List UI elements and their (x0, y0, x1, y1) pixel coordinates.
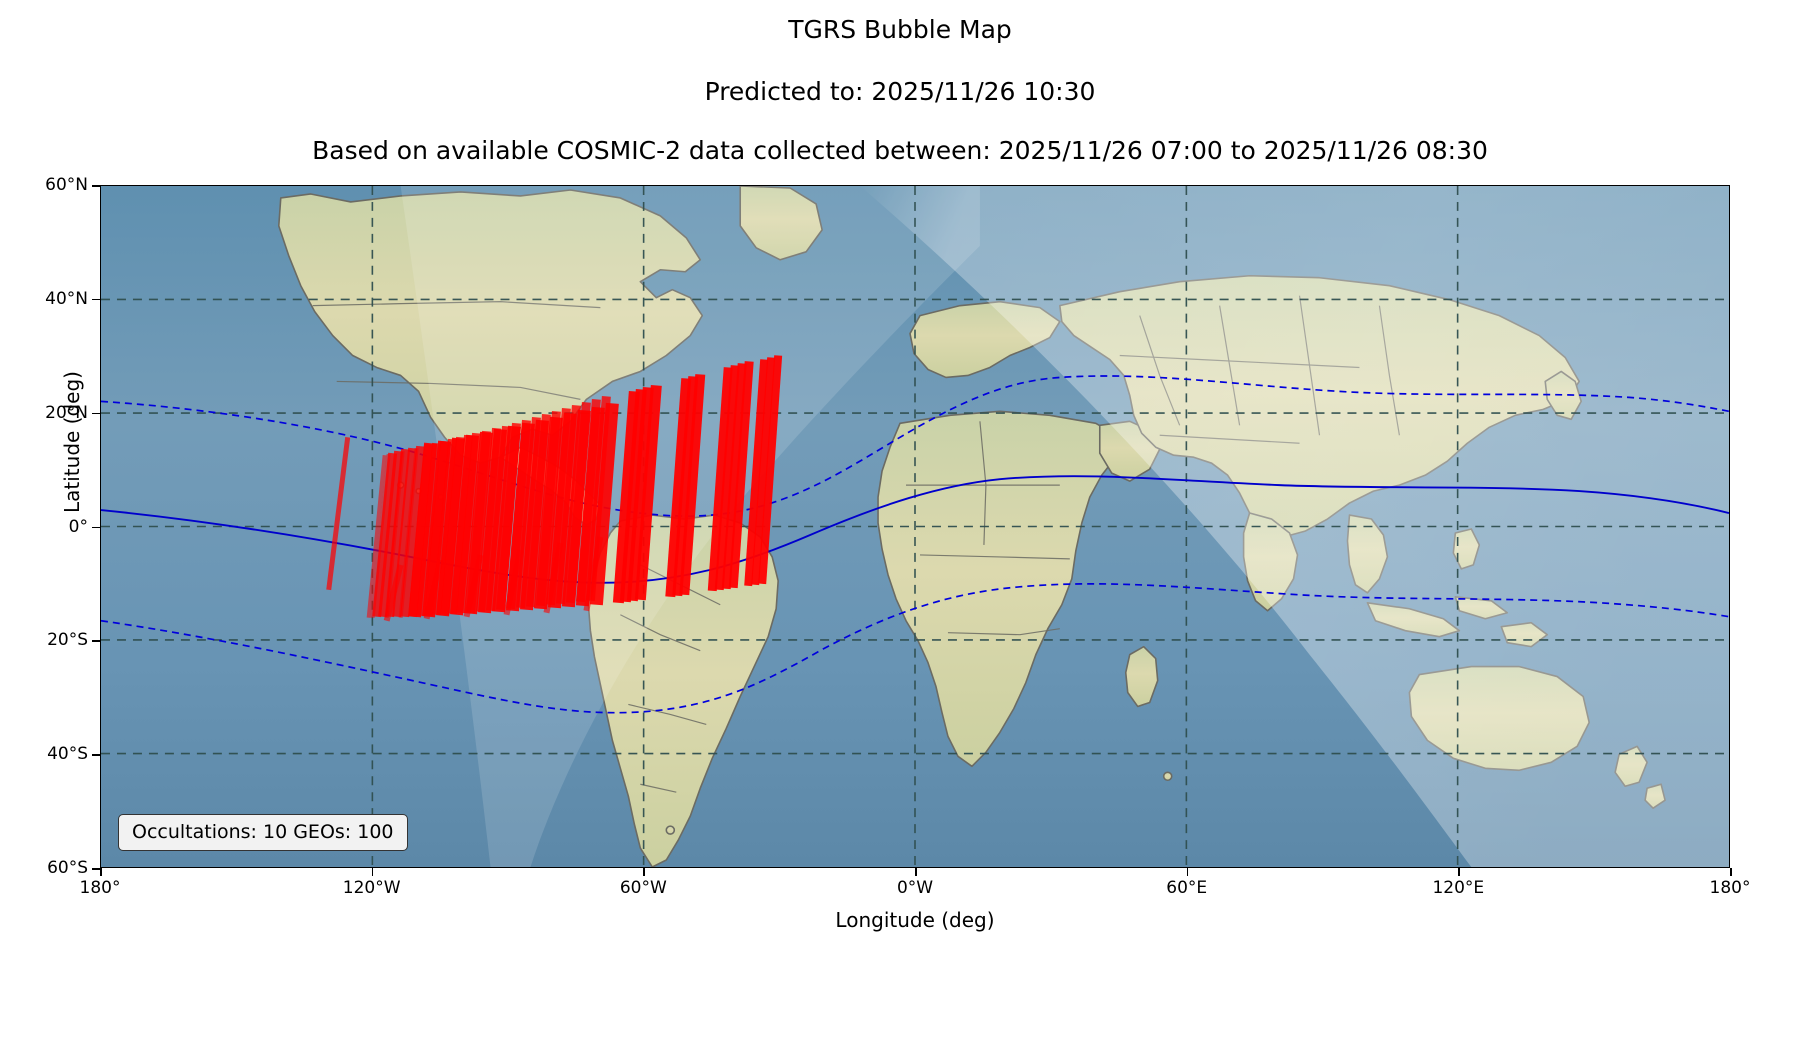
x-axis-label: Longitude (deg) (835, 908, 995, 932)
ytick-label: 20°S (47, 630, 88, 651)
ytick-mark (92, 526, 100, 529)
xtick-label: 120°E (1432, 878, 1485, 898)
xtick-label: 180° (1709, 878, 1751, 898)
data-range-subtitle: Based on available COSMIC-2 data collect… (312, 136, 1488, 165)
ytick-mark (92, 298, 100, 301)
map-plot-area[interactable] (100, 185, 1730, 868)
xtick-label: 60°E (1166, 878, 1208, 898)
legend-counts-box: Occultations: 10 GEOs: 100 (118, 814, 408, 851)
ytick-label: 40°N (45, 288, 88, 309)
ytick-mark (92, 868, 100, 870)
xtick-mark (915, 868, 917, 876)
y-axis-label: Latitude (deg) (60, 371, 84, 513)
ytick-mark (92, 640, 100, 642)
page-title: TGRS Bubble Map (788, 15, 1012, 44)
xtick-mark (1186, 868, 1189, 876)
world-basemap (101, 186, 1729, 867)
xtick-label: 0°W (896, 878, 934, 898)
ytick-label: 0° (68, 516, 88, 537)
ytick-mark (92, 754, 100, 756)
xtick-mark (371, 868, 374, 876)
ytick-mark (92, 185, 100, 187)
title-block: TGRS Bubble Map Predicted to: 2025/11/26… (0, 0, 1800, 165)
ytick-label: 60°S (47, 858, 88, 878)
xtick-label: 60°W (619, 878, 667, 898)
ytick-label: 20°N (45, 402, 88, 423)
xtick-mark (643, 868, 645, 876)
prediction-subtitle: Predicted to: 2025/11/26 10:30 (704, 76, 1096, 106)
xtick-mark (1458, 868, 1460, 876)
ytick-label: 40°S (47, 744, 88, 765)
xtick-label: 180° (79, 878, 121, 898)
geo-upper-bound-curve (101, 375, 1729, 517)
occultation-tracks (326, 355, 783, 622)
xtick-mark (100, 868, 102, 876)
ytick-mark (92, 412, 100, 415)
ytick-label: 60°N (45, 175, 88, 195)
xtick-label: 120°W (342, 878, 401, 898)
xtick-mark (1730, 868, 1732, 876)
geo-lower-bound-curve (101, 583, 1729, 714)
